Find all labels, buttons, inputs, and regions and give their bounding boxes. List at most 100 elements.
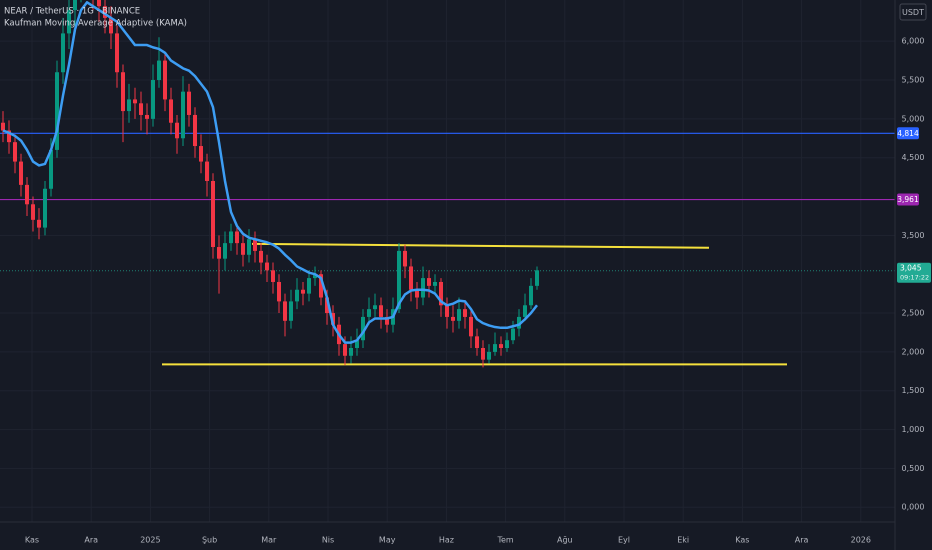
candle-body [403,250,407,267]
candle-body [49,149,53,189]
y-tick-label: 0,500 [902,464,925,473]
candle-body [493,344,497,352]
candle-body [523,305,527,317]
candle-body [367,309,371,317]
y-tick-label: 0,000 [902,503,925,512]
x-tick-label: Haz [439,536,454,545]
candle-body [319,274,323,298]
x-tick-label: Eki [677,536,689,545]
candle-body [211,180,215,248]
candle-body [361,316,365,341]
x-tick-label: Eyl [618,536,630,545]
candle-body [451,316,455,321]
candle-body [307,278,311,294]
trend-line [251,242,710,249]
candle-body [505,340,509,348]
candle-body [109,17,113,34]
y-tick-label: 1,500 [902,386,925,395]
candle-body [235,231,239,244]
x-tick-label: Şub [202,536,217,545]
candle-body [43,188,47,228]
candle-body [175,122,179,139]
candle-body [325,297,329,314]
candle-body [145,114,149,119]
candle-body [133,99,137,104]
candle-body [409,266,413,290]
x-tick-label: 2026 [851,536,871,545]
x-tick-label: Ara [795,536,809,545]
x-tick-label: 2025 [140,536,160,545]
candle-body [295,289,299,302]
candle-body [445,305,449,317]
candle-body [331,313,335,325]
price-line-label: 3,961 [897,195,919,204]
y-tick-label: 6,000 [902,37,925,46]
currency-box[interactable] [899,3,927,21]
candle-body [415,289,419,298]
candle-body [433,281,437,286]
candle-body [163,60,167,100]
x-tick-label: Kas [735,536,749,545]
candle-body [37,219,41,228]
candle-body [259,250,263,263]
indicator-name: Kaufman Moving Average Adaptive (KAMA) [4,19,187,29]
candle-body [97,0,101,7]
candle-body [13,142,17,162]
candle-body [271,270,275,282]
candle-body [73,0,77,11]
candle-body [469,316,473,337]
candle-body [481,348,485,360]
candle-body [487,351,491,360]
y-tick-label: 5,500 [902,76,925,85]
x-tick-label: Mar [261,536,277,545]
currency[interactable]: USDT [902,8,924,17]
y-tick-label: 1,000 [902,425,925,434]
candle-body [7,130,11,143]
x-tick-label: Kas [25,536,39,545]
candle-body [181,91,185,139]
x-tick-label: Tem [496,536,513,545]
candle-body [349,348,353,356]
candle-body [103,6,107,18]
candle-body [421,278,425,298]
candle-body [169,99,173,123]
candle-body [277,281,281,302]
candle-body [1,122,5,131]
candle-body [373,305,377,310]
candle-body [397,250,401,310]
candle-body [379,305,383,317]
y-tick-label: 4,500 [902,153,925,162]
candle-body [193,114,197,147]
candle-body [253,239,257,251]
candle-body [205,161,209,181]
candle-body [157,60,161,81]
candle-body [511,328,515,341]
candle-body [151,80,155,119]
price-line-label-box [897,193,919,206]
candle-body [247,239,251,255]
candle-body [463,309,467,317]
candle-body [535,270,539,286]
candle-body [439,281,443,306]
candle-body [313,274,317,279]
candle-body [343,344,347,356]
candle-body [127,99,131,112]
candle-body [385,316,389,325]
last-price-countdown: 09:17:22 [900,274,929,282]
candle-body [139,103,143,115]
candle-body [517,316,521,329]
candle-body [457,309,461,321]
candle-body [301,289,305,294]
candle-body [121,72,125,112]
candle-body [529,285,533,306]
x-tick-label: Ara [84,536,98,545]
y-tick-label: 3,500 [902,231,925,240]
price-line-label-box [897,127,919,140]
candle-body [217,247,221,259]
y-tick-label: 2,000 [902,347,925,356]
candle-body [223,243,227,259]
candle-body [187,91,191,115]
